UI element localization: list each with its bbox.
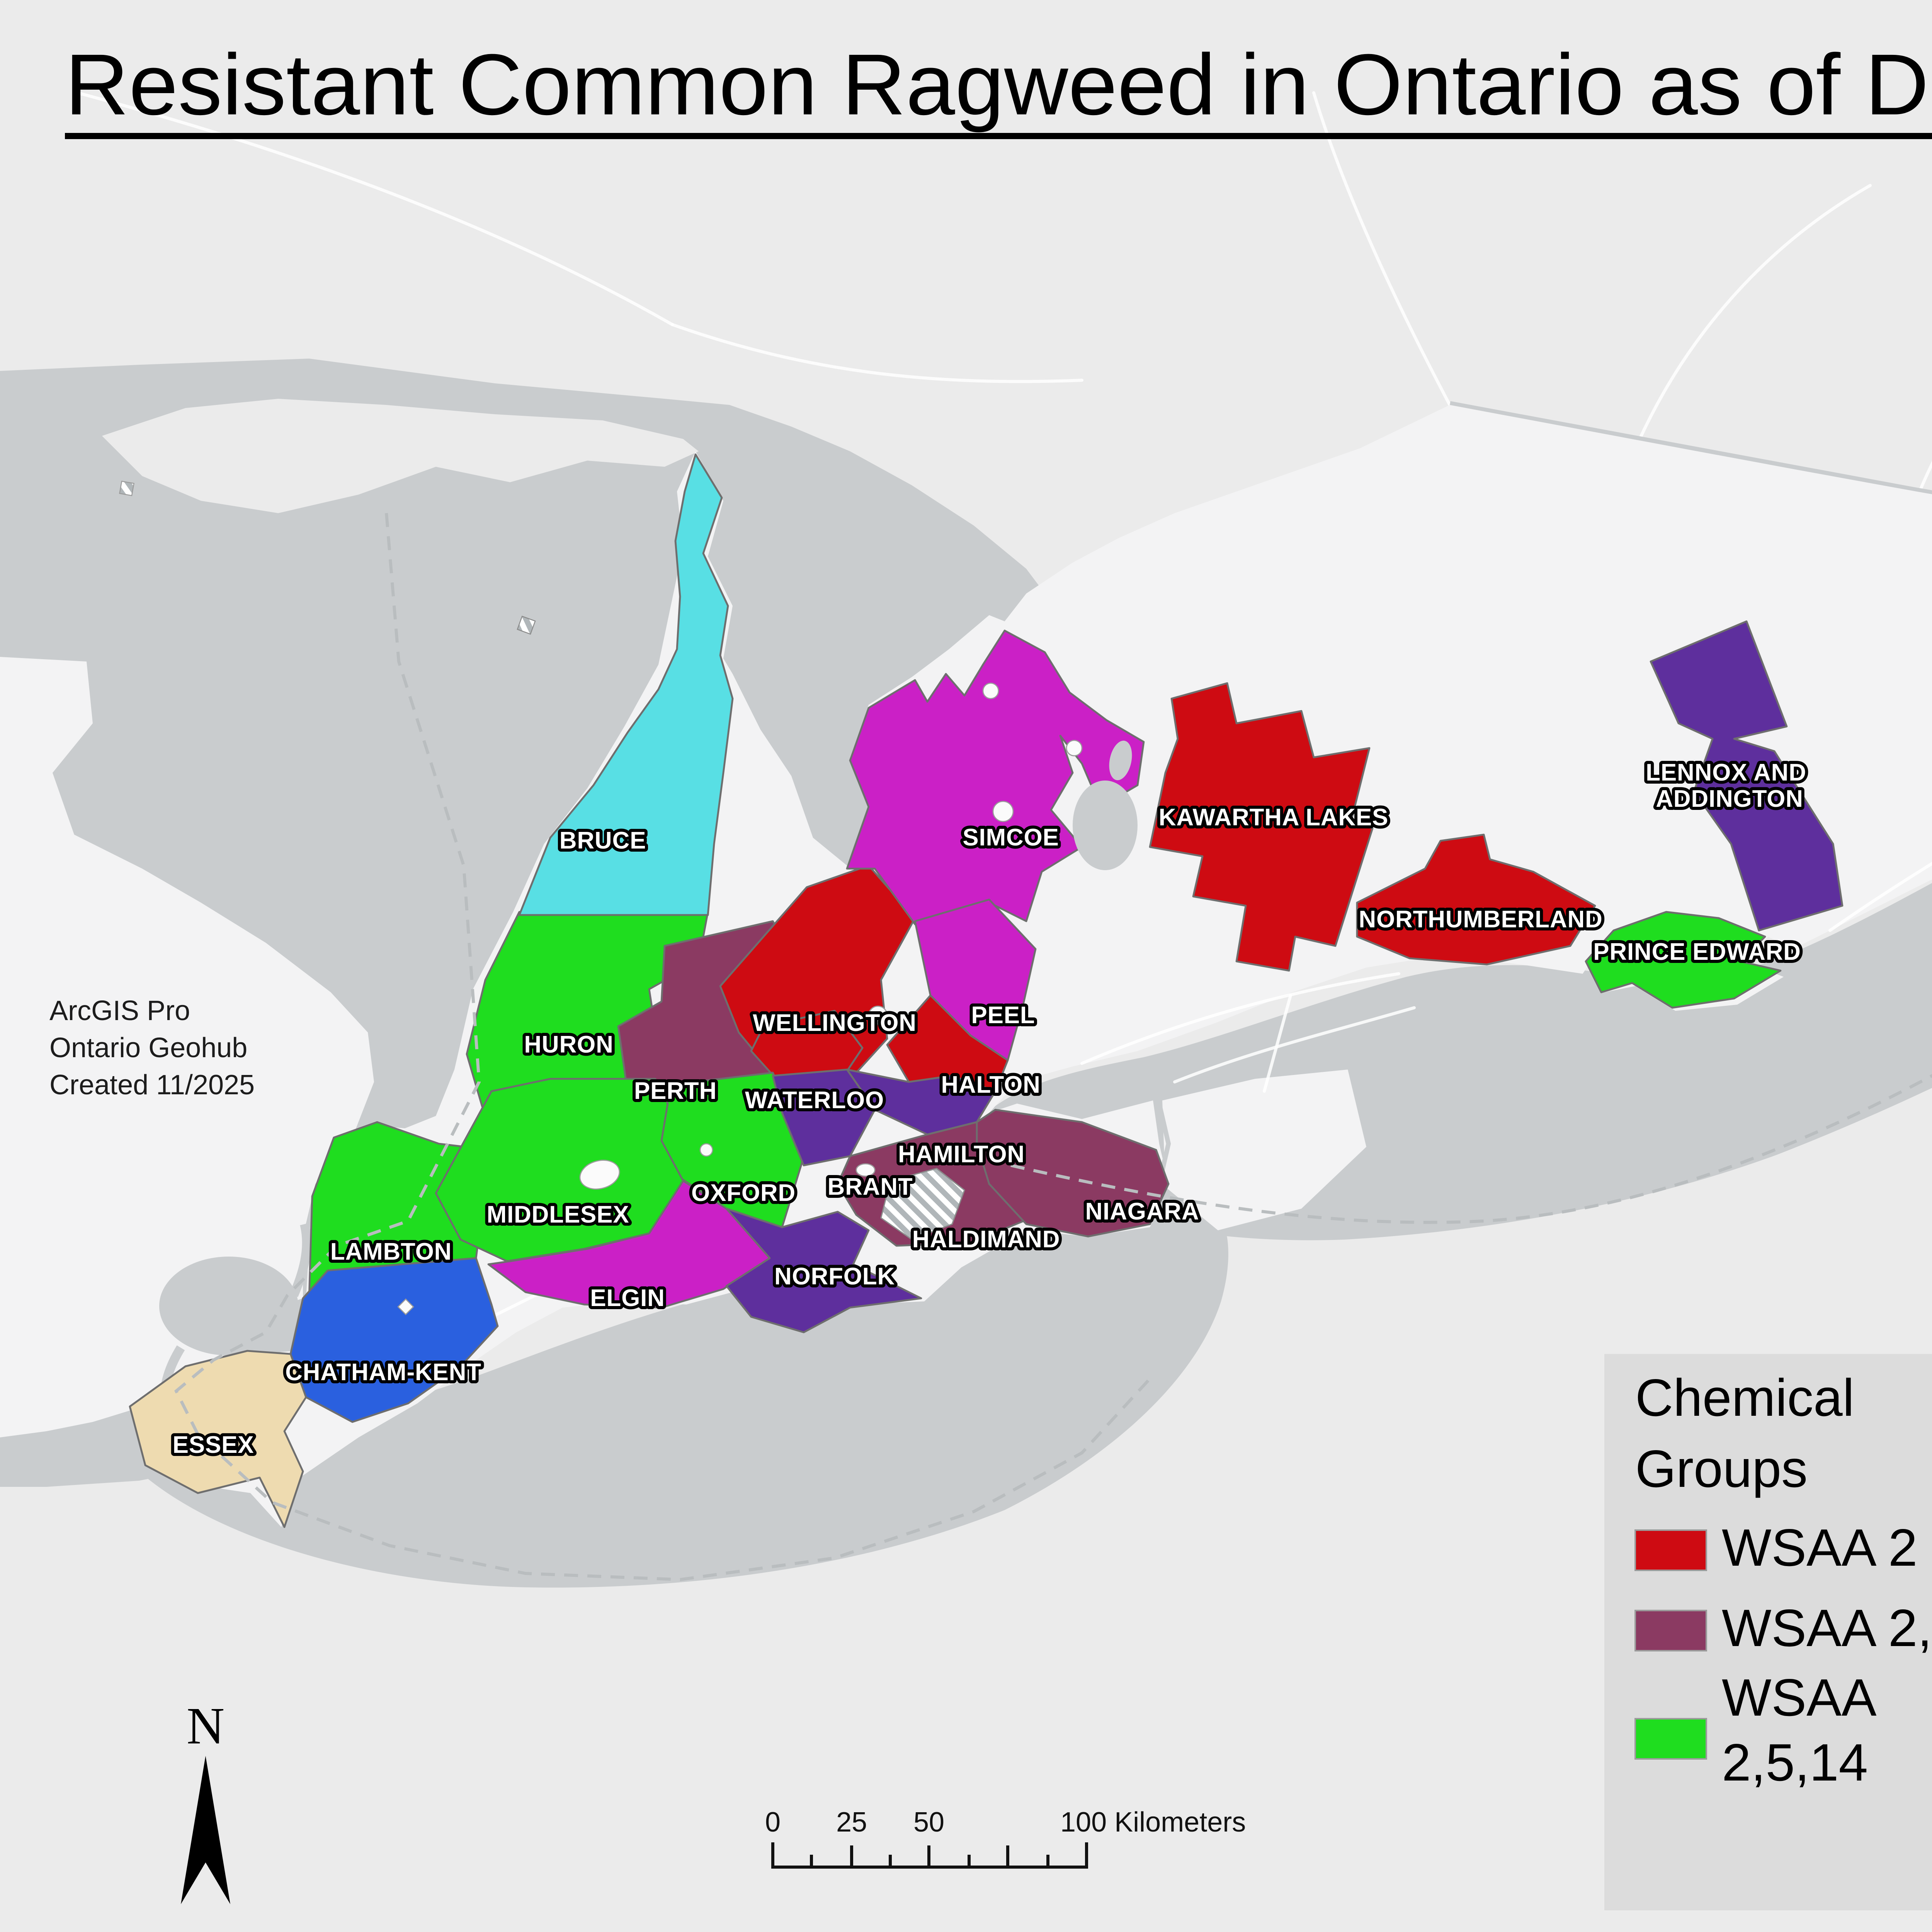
hole-london	[579, 1160, 620, 1190]
manitoulin-reserve-hatch	[119, 481, 134, 496]
hole-guelph	[868, 1005, 888, 1026]
county-bruce	[518, 453, 734, 916]
hole-chatham-kent-diamond	[397, 1298, 414, 1315]
hole-brantford	[855, 1163, 876, 1177]
page-title: Resistant Common Ragweed in Ontario as o…	[65, 36, 1932, 133]
scale-bar: 0 25 50 100 Kilometers	[765, 1807, 1246, 1869]
label-bruce: BRUCE	[560, 827, 646, 854]
county-prince-edward	[1585, 911, 1782, 1009]
label-perth: PERTH	[634, 1078, 717, 1104]
label-halton: HALTON	[941, 1071, 1040, 1098]
label-norfolk: NORFOLK	[774, 1263, 895, 1290]
scale-tick-label-25: 25	[836, 1807, 867, 1838]
newyork-land	[1162, 1070, 1366, 1230]
label-essex: ESSEX	[173, 1432, 254, 1458]
label-kawartha-lakes: KAWARTHA LAKES	[1159, 804, 1388, 831]
label-northumberland: NORTHUMBERLAND	[1359, 906, 1602, 933]
legend-label-wsaa2514-line2: 2,5,14	[1722, 1733, 1868, 1792]
city-holes	[397, 682, 1083, 1315]
legend: Chemical Groups WSAA 2 WSAA 2,5 WSAA 2,5…	[1604, 1354, 1932, 1910]
label-niagara: NIAGARA	[1085, 1198, 1199, 1225]
north-arrow-label: N	[187, 1697, 224, 1755]
legend-title-line-1: Chemical	[1635, 1368, 1854, 1427]
north-arrow-shape	[181, 1756, 230, 1904]
hole-barrie	[992, 801, 1014, 822]
manitoulin-island	[102, 399, 699, 513]
lake-simcoe	[1073, 781, 1138, 870]
michigan-land	[0, 657, 374, 1437]
attribution-line-1: ArcGIS Pro	[49, 995, 190, 1026]
label-peel: PEEL	[971, 1002, 1035, 1029]
label-prince-edward: PRINCE EDWARD	[1593, 939, 1801, 965]
scale-end-label: 100 Kilometers	[1060, 1807, 1246, 1838]
border-dashes	[174, 513, 1932, 1582]
county-niagara	[976, 1109, 1170, 1238]
county-norfolk	[725, 1208, 922, 1333]
lake-erie	[139, 1194, 1228, 1588]
label-haldimand: HALDIMAND	[912, 1226, 1060, 1253]
label-middlesex: MIDDLESEX	[487, 1201, 629, 1228]
legend-label-wsaa2: WSAA 2	[1722, 1518, 1917, 1577]
county-hamilton	[846, 1068, 997, 1136]
county-chatham-kent	[289, 1257, 499, 1423]
attribution-line-3: Created 11/2025	[49, 1070, 255, 1100]
attribution: ArcGIS Pro Ontario Geohub Created 11/202…	[49, 995, 255, 1100]
label-chatham-kent: CHATHAM-KENT	[285, 1359, 481, 1386]
county-essex	[129, 1350, 307, 1528]
label-lennox-addington: LENNOX AND ADDINGTON	[1646, 759, 1813, 812]
north-arrow-icon: N	[181, 1697, 230, 1904]
county-polygons	[129, 453, 1844, 1528]
county-lennox-addington	[1650, 620, 1844, 932]
label-oxford: OXFORD	[691, 1180, 796, 1206]
legend-swatch-wsaa2514	[1634, 1718, 1707, 1760]
county-simcoe	[846, 629, 1145, 925]
label-elgin: ELGIN	[590, 1285, 665, 1311]
lake-couchiching	[1109, 740, 1132, 781]
legend-swatch-wsaa25	[1634, 1610, 1707, 1651]
legend-title-line-2: Groups	[1635, 1439, 1808, 1498]
county-northumberland	[1356, 833, 1596, 966]
attribution-line-2: Ontario Geohub	[49, 1032, 247, 1063]
hole-orillia	[1066, 740, 1083, 757]
scale-tick-label-50: 50	[913, 1807, 944, 1838]
bruce-reserve-hatch	[517, 616, 536, 635]
legend-swatch-wsaa2	[1634, 1529, 1707, 1571]
hole-midland	[982, 682, 999, 699]
label-simcoe: SIMCOE	[963, 824, 1059, 851]
county-labels: BRUCE HURON PERTH WELLINGTON WATERLOO SI…	[170, 756, 1813, 1461]
label-wellington: WELLINGTON	[753, 1010, 917, 1036]
scale-tick-label-0: 0	[765, 1807, 781, 1838]
title-underline	[65, 133, 1932, 139]
label-hamilton: HAMILTON	[898, 1141, 1025, 1168]
county-kawartha-lakes	[1149, 682, 1374, 972]
label-lambton: LAMBTON	[330, 1238, 452, 1265]
hole-stratford	[699, 1143, 713, 1157]
label-waterloo: WATERLOO	[745, 1087, 884, 1114]
county-middlesex	[435, 1078, 684, 1262]
lake-st-clair	[159, 1257, 298, 1355]
legend-label-wsaa2514-line1: WSAA	[1722, 1668, 1877, 1727]
legend-label-wsaa25: WSAA 2,5	[1722, 1599, 1932, 1657]
background-roads-north	[76, 91, 1932, 493]
label-brant: BRANT	[828, 1173, 913, 1200]
label-huron: HURON	[524, 1031, 613, 1058]
six-nations-hatch	[880, 1168, 965, 1240]
